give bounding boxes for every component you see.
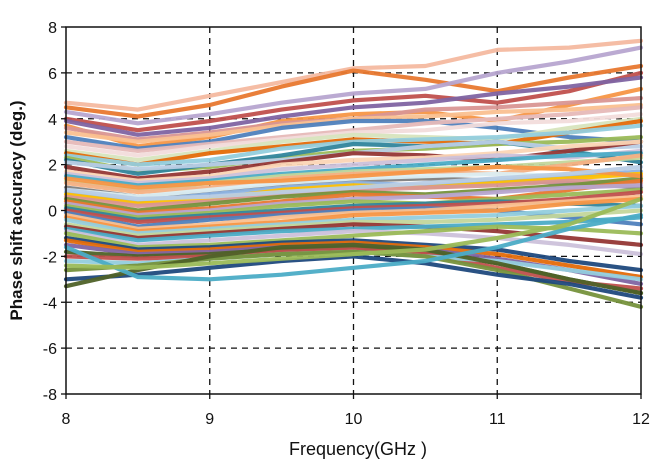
series-line-14 xyxy=(63,123,644,167)
series-line-29 xyxy=(63,176,644,213)
y-tick-label: -2 xyxy=(43,249,57,266)
series-line-55 xyxy=(63,164,644,190)
series-line-3 xyxy=(63,45,644,126)
y-tick-label: -4 xyxy=(43,295,57,312)
series-line-32 xyxy=(63,187,644,220)
series-line-5 xyxy=(63,75,644,137)
series-line-2 xyxy=(63,63,644,119)
y-tick-label: -8 xyxy=(43,387,57,404)
x-tick-label: 11 xyxy=(489,411,506,428)
series-line-10 xyxy=(63,105,644,153)
series-line-18 xyxy=(63,139,644,181)
series-line-1 xyxy=(63,38,644,112)
series-line-11 xyxy=(63,112,644,158)
x-tick-label: 8 xyxy=(62,411,71,428)
series-line-42 xyxy=(63,229,644,257)
y-axis-ticks: 8 6 4 2 0 -2 -4 -6 -8 xyxy=(43,20,66,404)
series-line-36 xyxy=(63,194,644,231)
y-tick-label: 0 xyxy=(48,204,57,221)
series-line-39 xyxy=(63,208,644,238)
series-line-37 xyxy=(63,196,644,234)
series-line-4 xyxy=(63,70,644,133)
x-tick-label: 9 xyxy=(205,411,214,428)
series-line-54 xyxy=(63,196,644,270)
series-line-48 xyxy=(63,247,644,291)
series-line-27 xyxy=(63,171,644,206)
series-line-19 xyxy=(63,139,644,183)
series-line-53 xyxy=(63,213,644,282)
series-line-12 xyxy=(63,116,644,163)
series-line-51 xyxy=(63,254,644,300)
y-tick-label: 6 xyxy=(48,66,57,83)
series-line-45 xyxy=(63,238,644,280)
series-line-41 xyxy=(63,215,644,243)
series-line-44 xyxy=(63,235,644,273)
series-line-56 xyxy=(63,164,644,202)
y-axis-title: Phase shift accuracy (deg.) xyxy=(7,100,26,320)
series-line-8 xyxy=(63,102,644,144)
series-line-31 xyxy=(63,183,644,218)
series-line-30 xyxy=(63,178,644,215)
series-line-38 xyxy=(63,203,644,236)
x-axis-ticks: 8 9 10 11 12 xyxy=(62,394,650,428)
series-line-21 xyxy=(63,151,644,188)
y-tick-label: -6 xyxy=(43,341,57,358)
x-tick-label: 10 xyxy=(345,411,363,428)
series-line-28 xyxy=(63,178,644,208)
plot-series xyxy=(63,38,644,309)
series-line-13 xyxy=(63,118,644,167)
y-tick-label: 2 xyxy=(48,158,57,175)
y-tick-label: 8 xyxy=(48,20,57,37)
series-line-34 xyxy=(63,190,644,225)
y-tick-label: 4 xyxy=(48,112,57,129)
x-axis-title: Frequency(GHz ) xyxy=(289,439,427,459)
x-tick-label: 12 xyxy=(632,411,650,428)
